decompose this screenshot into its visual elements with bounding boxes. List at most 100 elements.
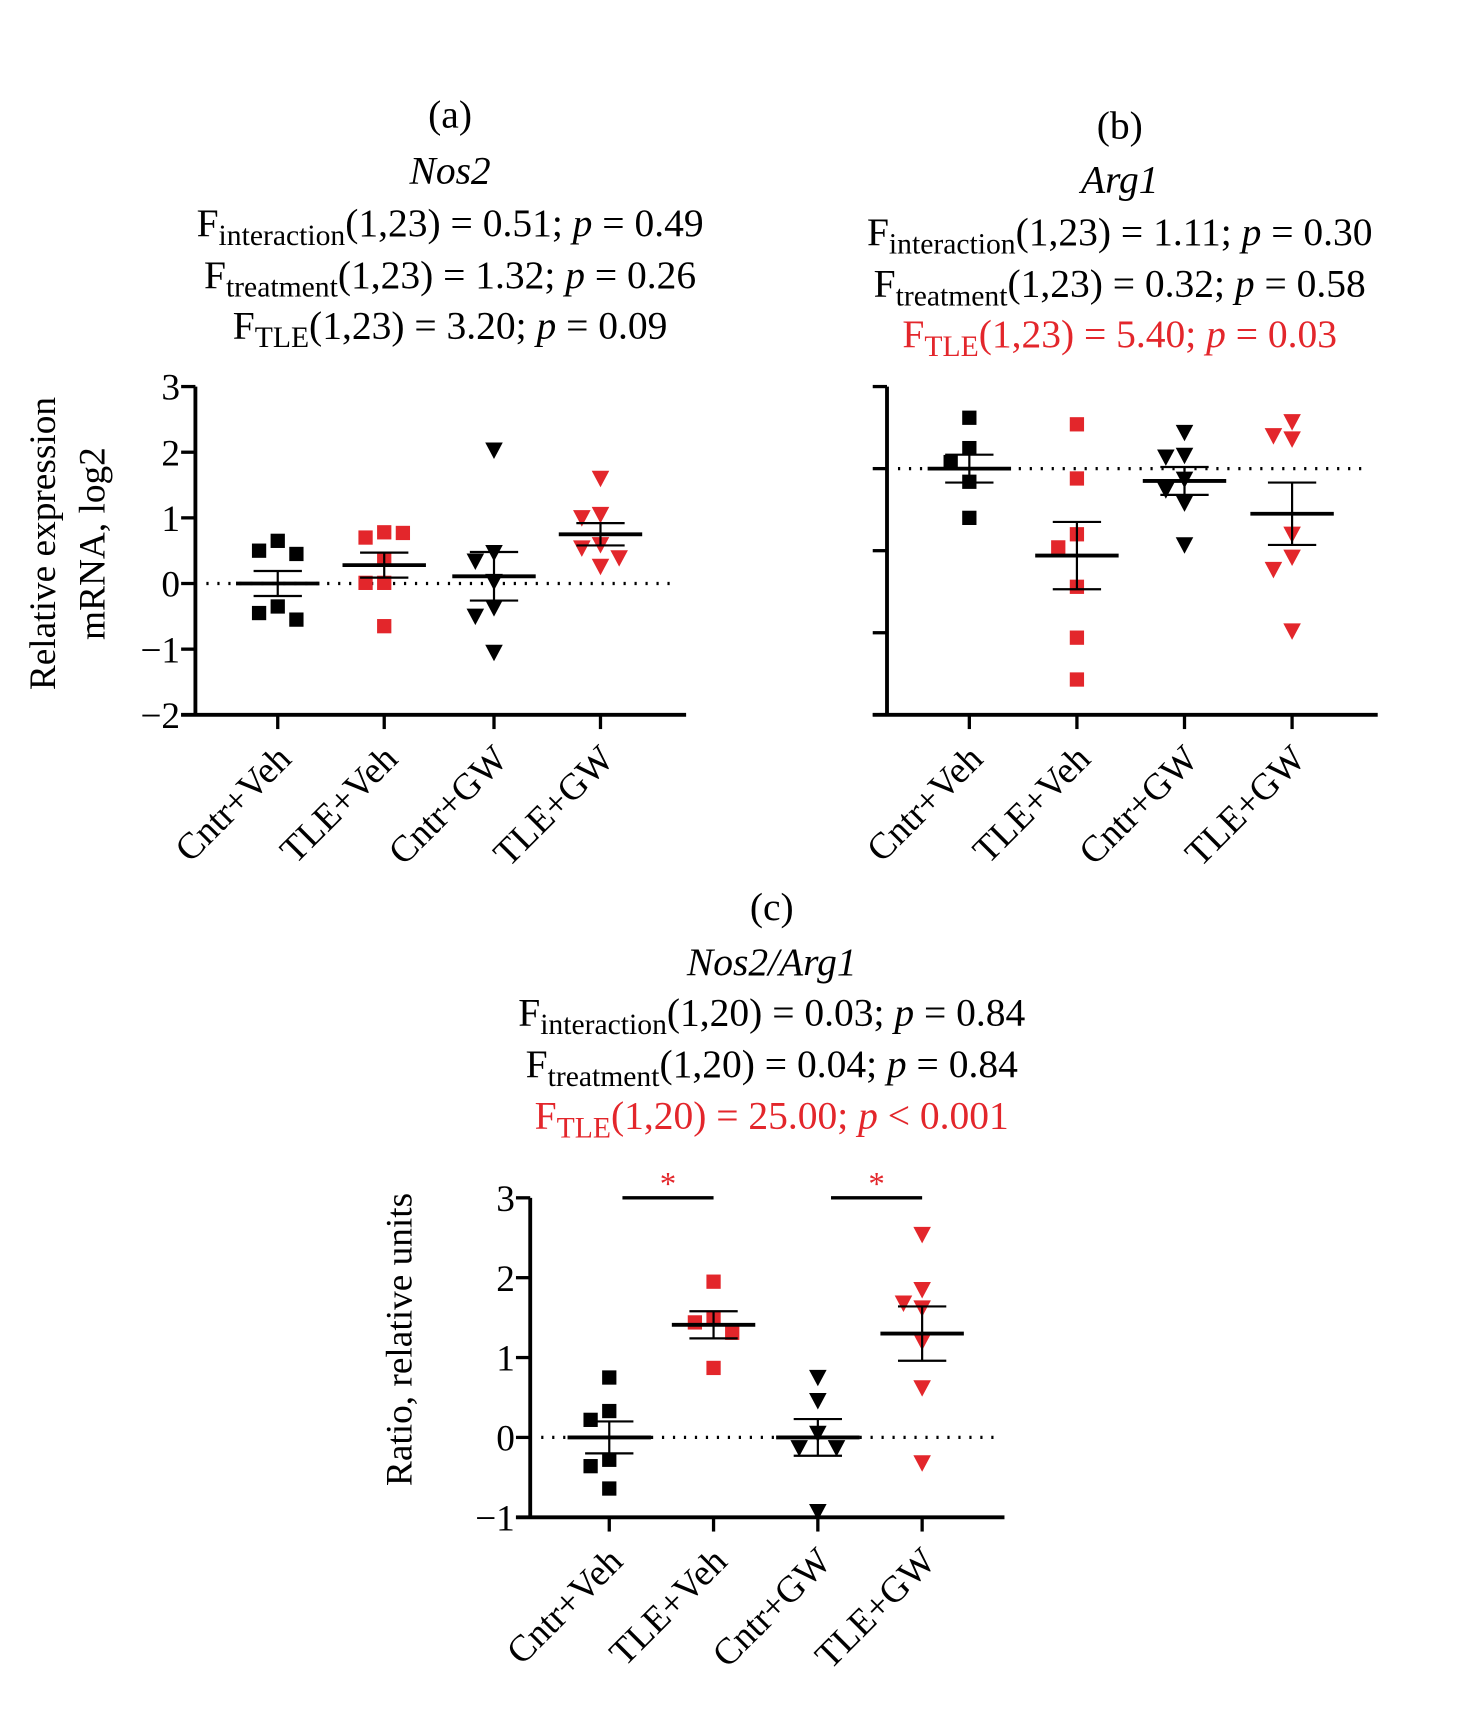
data-point-triangle [790, 1440, 808, 1457]
data-point-triangle [913, 1281, 931, 1299]
stat-subscript: TLE [255, 322, 309, 354]
chart-title: Nos2 [408, 148, 490, 192]
stat-p: p [1232, 262, 1255, 306]
y-axis-label: Ratio, relative units [380, 1193, 421, 1486]
panel-b: (b) Arg1 Finteraction(1,23) = 1.11; p = 0.… [859, 103, 1378, 875]
stat-pvalue: = 0.58 [1255, 262, 1366, 306]
stat-p: p [570, 201, 593, 245]
y-tick-label: 1 [496, 1339, 515, 1380]
data-point-triangle [1157, 482, 1175, 499]
x-tick-label: Cntr+Veh [859, 738, 991, 870]
stat-args: (1,23) = 1.32; [338, 253, 565, 297]
stat-f: F [204, 253, 226, 297]
stat-p: p [884, 1042, 907, 1086]
stat-p: p [1203, 312, 1226, 356]
data-point-triangle [1264, 561, 1283, 579]
data-point-triangle [485, 442, 503, 460]
stats-line: FTLE(1,20) = 25.00; p < 0.001 [535, 1094, 1009, 1145]
data-point-square [358, 575, 373, 590]
data-point-square [270, 599, 285, 614]
data-point-square [358, 530, 373, 545]
panel-c: (c) Nos2/Arg1 Finteraction(1,20) = 0.03; p… [380, 885, 1026, 1677]
stats-line: FTLE(1,23) = 5.40; p = 0.03 [902, 312, 1337, 363]
data-point-square [251, 605, 267, 621]
y-tick-label: 1 [161, 499, 180, 540]
data-point-triangle [466, 553, 485, 570]
data-point-square [602, 1403, 617, 1419]
panel-label: (a) [428, 92, 472, 136]
y-tick-label: −1 [475, 1498, 515, 1539]
stats-line: Finteraction(1,20) = 0.03; p = 0.84 [518, 990, 1025, 1041]
stat-args: (1,20) = 0.04; [659, 1042, 886, 1086]
stat-f: F [867, 210, 889, 254]
data-point-triangle [1175, 537, 1194, 554]
data-point-triangle [1283, 414, 1301, 431]
data-point-triangle [1175, 495, 1194, 512]
data-point-square [962, 410, 977, 425]
data-point-triangle [591, 506, 610, 524]
data-point-triangle [485, 600, 503, 617]
stat-p: p [533, 303, 556, 347]
stat-pvalue: = 0.84 [907, 1042, 1018, 1086]
chart-title: Arg1 [1078, 157, 1159, 201]
data-point-square [1069, 630, 1085, 645]
data-point-square [289, 612, 304, 627]
data-point-square [1069, 417, 1085, 432]
stat-args: (1,20) = 25.00; [611, 1094, 858, 1138]
y-tick-label: −1 [140, 630, 180, 671]
stats-line: Ftreatment(1,23) = 0.32; p = 0.58 [874, 262, 1366, 313]
stat-pvalue: = 0.49 [592, 201, 703, 245]
stat-subscript: interaction [540, 1009, 667, 1041]
stat-f: F [197, 201, 219, 245]
stat-pvalue: < 0.001 [878, 1094, 1009, 1138]
data-point-triangle [894, 1295, 913, 1313]
stat-subscript: treatment [896, 280, 1009, 312]
panel-a: (a) Nos2 Finteraction(1,23) = 0.51; p = 0.… [23, 92, 704, 874]
data-point-square [706, 1360, 721, 1376]
stat-subscript: interaction [219, 220, 346, 252]
stat-args: (1,23) = 1.11; [1016, 210, 1242, 254]
stat-f: F [518, 990, 540, 1034]
stats-line: Ftreatment(1,20) = 0.04; p = 0.84 [526, 1042, 1018, 1093]
data-point-triangle [1283, 431, 1301, 448]
stat-subscript: treatment [226, 272, 339, 304]
stat-args: (1,23) = 0.32; [1007, 262, 1234, 306]
stat-args: (1,20) = 0.03; [667, 990, 894, 1034]
stats-line: FTLE(1,23) = 3.20; p = 0.09 [233, 303, 668, 354]
stat-f: F [526, 1042, 548, 1086]
stat-pvalue: = 0.84 [914, 990, 1025, 1034]
data-point-square [943, 454, 958, 470]
y-tick-label: 3 [161, 368, 180, 409]
data-point-square [687, 1315, 703, 1330]
panel-label: (c) [750, 885, 794, 929]
data-point-square [1069, 672, 1085, 687]
stat-p: p [855, 1094, 878, 1138]
data-point-triangle [913, 1226, 931, 1244]
data-point-square [602, 1370, 617, 1385]
significance-star: * [868, 1167, 884, 1203]
stats-line: Ftreatment(1,23) = 1.32; p = 0.26 [204, 253, 696, 304]
stat-pvalue: = 0.26 [585, 253, 696, 297]
stat-subscript: treatment [548, 1061, 661, 1093]
stat-p: p [891, 990, 914, 1034]
data-point-square [962, 440, 977, 456]
x-tick-label: TLE+Veh [273, 738, 406, 871]
y-tick-label: 2 [161, 433, 180, 474]
significance-star: * [660, 1167, 676, 1203]
data-point-triangle [1264, 428, 1283, 445]
stat-args: (1,23) = 3.20; [309, 303, 536, 347]
stat-args: (1,23) = 0.51; [345, 201, 572, 245]
data-point-square [377, 575, 392, 590]
stats-line: Finteraction(1,23) = 0.51; p = 0.49 [197, 201, 704, 252]
data-point-square [583, 1459, 598, 1474]
data-point-triangle [591, 470, 610, 488]
stats-line: Finteraction(1,23) = 1.11; p = 0.30 [867, 210, 1373, 261]
data-point-triangle [485, 644, 503, 662]
data-point-square [270, 533, 285, 548]
data-point-triangle [1283, 623, 1301, 640]
data-point-square [251, 543, 267, 558]
stat-pvalue: = 0.03 [1226, 312, 1337, 356]
data-point-triangle [610, 550, 628, 567]
data-point-triangle [573, 540, 591, 557]
x-tick-label: TLE+GW [1178, 738, 1315, 875]
